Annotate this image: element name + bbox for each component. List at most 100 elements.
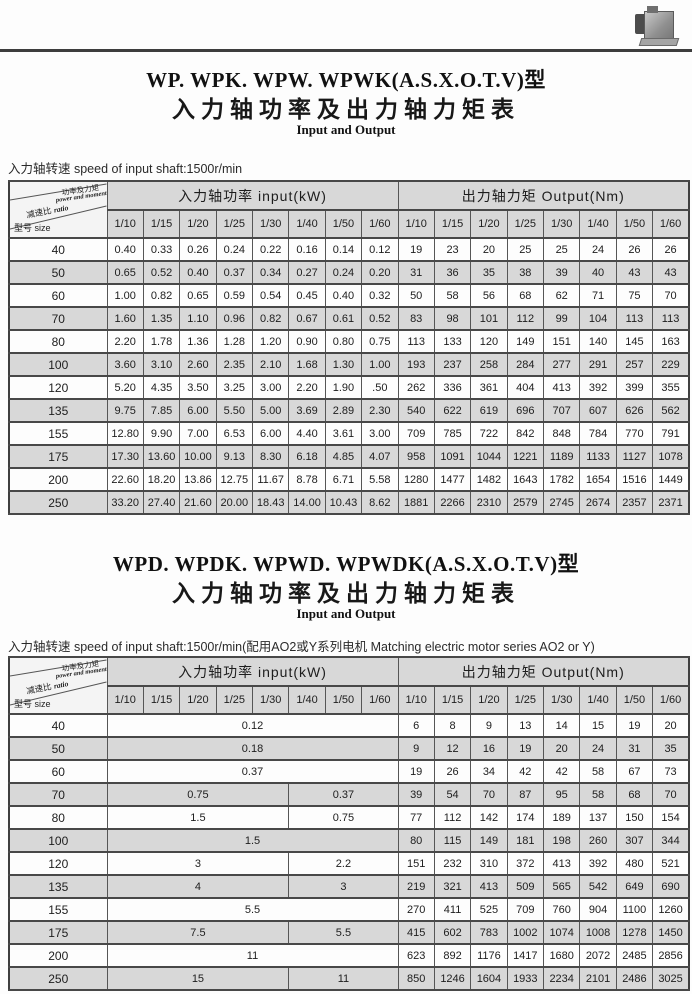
table-row: 60 1.00 0.82 0.65 0.59 0.54 0.45 0.40 0.32 50 58 56… [8,283,690,308]
gearbox-cap-shape [647,6,658,13]
input-cell-merged: 7.5 [106,920,290,945]
input-cell: 8.62 [361,490,399,515]
output-cell: 26 [652,237,690,262]
ratio-header: 1/50 [615,685,654,715]
input-cell: 3.69 [288,398,326,423]
table-row: 175 7.5 5.5 415 602 783 1002 1074 1008 1278 1450 [8,920,690,945]
output-cell: 709 [397,421,435,446]
input-cell-merged: 0.18 [106,736,399,761]
table-row: 70 0.75 0.37 39 54 70 87 95 58 68 70 [8,782,690,807]
size-cell: 155 [8,897,108,922]
input-cell-merged: 0.37 [288,782,399,807]
output-cell: 19 [506,736,545,761]
output-cell: 83 [397,306,435,331]
output-cell: 219 [397,874,435,899]
ratio-header: 1/20 [179,209,217,239]
size-cell: 175 [8,444,108,469]
output-cell: 58 [579,759,617,784]
output-cell: 361 [470,375,508,400]
output-cell: 770 [615,421,654,446]
output-cell: 1100 [615,897,654,922]
output-cell: 149 [470,828,508,853]
output-cell: 784 [579,421,617,446]
output-cell: 20 [652,713,690,738]
input-cell: 14.00 [288,490,326,515]
size-cell: 250 [8,966,108,991]
output-cell: 1127 [615,444,654,469]
input-cell: 0.90 [288,329,326,354]
output-cell: 413 [470,874,508,899]
input-cell-merged: 11 [288,966,399,991]
output-cell: 26 [433,759,472,784]
output-cell: 193 [397,352,435,377]
output-cell: 112 [433,805,472,830]
input-cell: 3.10 [142,352,181,377]
output-cell: 133 [433,329,472,354]
output-cell: 13 [506,713,545,738]
table-row: 200 11 623 892 1176 1417 1680 2072 2485 2856 [8,943,690,968]
input-cell: 2.30 [361,398,399,423]
input-cell-merged: 1.5 [106,828,399,853]
output-cell: 892 [433,943,472,968]
input-cell: 1.68 [288,352,326,377]
size-cell: 175 [8,920,108,945]
output-cell: 140 [579,329,617,354]
section1-subtitle-en: Input and Output [296,122,396,137]
output-cell: 31 [397,260,435,285]
output-cell: 842 [506,421,545,446]
output-cell: 1449 [652,467,690,492]
ratio-header: 1/60 [652,685,690,715]
input-cell-merged: 15 [106,966,290,991]
input-cell: 2.10 [251,352,290,377]
output-cell: 198 [542,828,581,853]
output-cell: 783 [470,920,508,945]
ratio-header: 1/15 [142,209,181,239]
table-row: 50 0.18 9 12 16 19 20 24 31 35 [8,736,690,761]
output-cell: 649 [615,874,654,899]
output-group-header: 出力轴力矩 Output(Nm) [397,655,690,688]
size-cell: 40 [8,713,108,738]
output-cell: 137 [579,805,617,830]
input-cell: 0.45 [288,283,326,308]
ratio-header: 1/20 [470,209,508,239]
output-cell: 58 [433,283,472,308]
output-cell: 307 [615,828,654,853]
output-cell: 958 [397,444,435,469]
output-cell: 68 [506,283,545,308]
input-cell: 0.16 [288,237,326,262]
input-cell: 2.60 [179,352,217,377]
input-cell-merged: 0.75 [106,782,290,807]
ratio-header: 1/15 [433,685,472,715]
input-cell-merged: 5.5 [288,920,399,945]
ratio-header: 1/25 [215,209,254,239]
output-cell: 26 [615,237,654,262]
input-cell: 0.32 [361,283,399,308]
output-cell: 150 [615,805,654,830]
output-cell: 9 [397,736,435,761]
ratio-header: 1/50 [324,685,363,715]
input-cell: 0.33 [142,237,181,262]
input-cell: 21.60 [179,490,217,515]
output-cell: 50 [397,283,435,308]
input-cell-merged: 0.75 [288,805,399,830]
output-cell: 1221 [506,444,545,469]
input-cell: 12.75 [215,467,254,492]
output-cell: 67 [615,759,654,784]
output-cell: 14 [542,713,581,738]
input-cell: 9.13 [215,444,254,469]
table-row: 40 0.12 6 8 9 13 14 15 19 20 [8,713,690,738]
size-cell: 120 [8,851,108,876]
output-cell: 509 [506,874,545,899]
output-cell: 19 [397,759,435,784]
output-cell: 607 [579,398,617,423]
input-cell: 13.86 [179,467,217,492]
section2-subtitle-en: Input and Output [296,606,396,621]
table-row: 200 22.60 18.20 13.86 12.75 11.67 8.78 6.71 5.58… [8,467,690,492]
output-cell: 411 [433,897,472,922]
output-cell: 43 [615,260,654,285]
output-cell: 77 [397,805,435,830]
ratio-header: 1/10 [397,685,435,715]
output-cell: 372 [506,851,545,876]
ratio-header: 1/40 [579,685,617,715]
output-cell: 1189 [542,444,581,469]
